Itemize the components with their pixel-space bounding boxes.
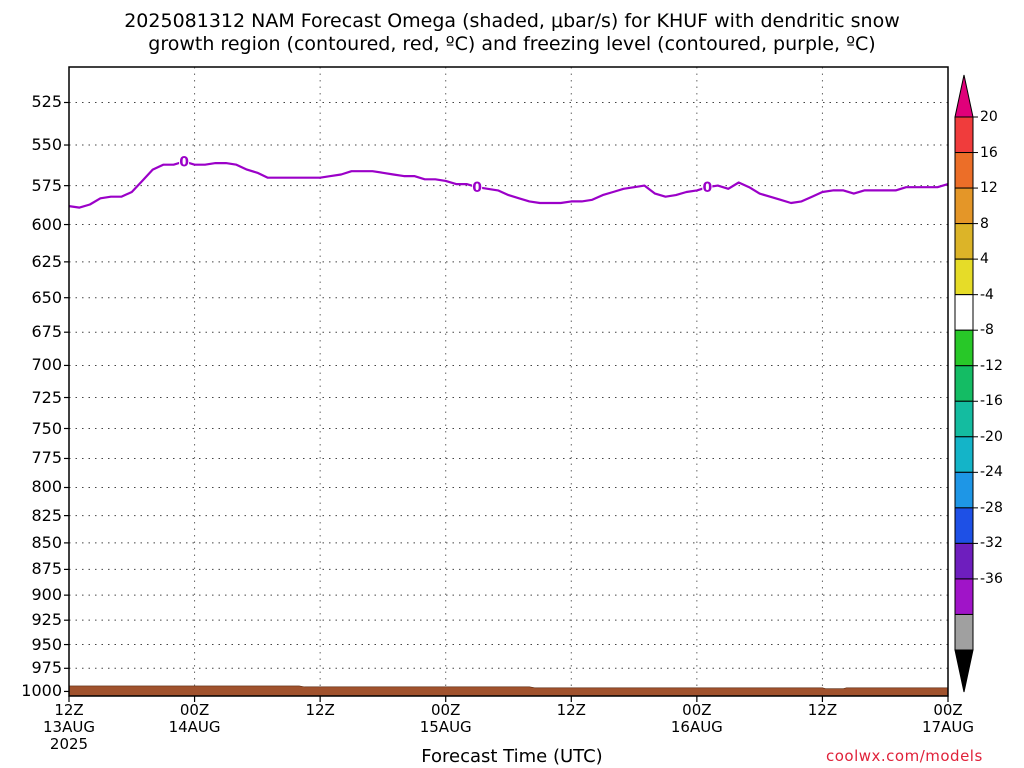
- x-tick-date: 16AUG: [670, 718, 723, 736]
- colorbar-box: [954, 294, 974, 331]
- gridlines: [68, 67, 949, 696]
- y-tick-label: 1000: [21, 681, 62, 701]
- chart-title-line-2: growth region (contoured, red, ºC) and f…: [148, 33, 876, 55]
- x-tick-date: 14AUG: [168, 718, 221, 736]
- y-tick-label: 625: [31, 251, 62, 271]
- colorbar-label: 16: [980, 144, 998, 161]
- colorbar-box: [954, 400, 974, 438]
- contour-label: 0: [472, 180, 482, 196]
- x-tick-label: 12Z: [556, 701, 586, 719]
- y-tick-label: 875: [31, 559, 62, 579]
- contour-label-bg: [702, 180, 713, 195]
- colorbar-label: -28: [980, 499, 1003, 516]
- colorbar-box: [954, 436, 974, 473]
- x-axis-title: Forecast Time (UTC): [421, 746, 603, 767]
- colorbar-box: [954, 507, 974, 544]
- x-tick-date: 15AUG: [419, 718, 472, 736]
- colorbar-box: [954, 613, 974, 651]
- y-tick-label: 600: [31, 214, 62, 234]
- y-tick-label: 850: [31, 532, 62, 552]
- y-tick-label: 900: [31, 585, 62, 605]
- x-tick-label: 00Z: [179, 701, 210, 719]
- x-tick-label: 00Z: [431, 701, 461, 719]
- colorbar-box: [954, 187, 974, 225]
- colorbar-box: [954, 258, 974, 296]
- colorbar-box: [954, 152, 974, 189]
- x-tick-label: 12Z: [305, 701, 335, 719]
- colorbar-label: -24: [980, 464, 1003, 481]
- freezing-level-series: 0 0 0: [68, 154, 949, 209]
- colorbar-box: [954, 365, 974, 402]
- colorbar-box: [954, 542, 974, 580]
- y-tick-label: 950: [31, 634, 62, 654]
- x-tick-label: 12Z: [54, 701, 84, 719]
- y-tick-label: 750: [31, 418, 62, 438]
- colorbar-label: -16: [980, 393, 1003, 410]
- colorbar-label: -20: [980, 428, 1003, 445]
- x-tick-label: 00Z: [682, 701, 712, 719]
- y-tick-label: 825: [31, 505, 62, 525]
- contour-label-bg: [179, 154, 190, 169]
- y-tick-label: 550: [31, 135, 62, 155]
- colorbar-label: -36: [980, 570, 1003, 587]
- x-tick-year: 2025: [49, 735, 89, 753]
- x-tick-label: 12Z: [807, 701, 838, 719]
- y-tick-label: 725: [31, 387, 62, 407]
- y-tick-label: 925: [31, 610, 62, 630]
- plot-frame: [64, 66, 949, 702]
- plot-border: [68, 66, 949, 697]
- contour-label: 0: [179, 154, 189, 170]
- colorbar-box: [954, 578, 974, 615]
- y-tick-label: 975: [31, 658, 62, 678]
- colorbar-box: [954, 116, 974, 154]
- colorbar-label: 20: [980, 109, 998, 125]
- freezing-level-line: [68, 160, 949, 209]
- terrain-area: [68, 685, 949, 697]
- colorbar-label: 8: [980, 215, 989, 232]
- colorbar-label: 12: [980, 180, 998, 197]
- contour-label-bg: [472, 180, 483, 195]
- colorbar-label: -32: [980, 535, 1003, 552]
- colorbar-label: -12: [980, 357, 1003, 374]
- colorbar-box: [954, 471, 974, 509]
- terrain-fill: [68, 685, 949, 697]
- x-tick-label: 00Z: [933, 701, 963, 719]
- colorbar-box: [954, 329, 974, 367]
- x-tick-date: 17AUG: [922, 718, 974, 736]
- colorbar-bottom-arrow: [954, 649, 974, 693]
- colorbar-top-arrow: [954, 74, 974, 118]
- y-tick-label: 575: [31, 175, 62, 195]
- x-tick-date: 13AUG: [43, 718, 95, 736]
- y-tick-label: 675: [31, 322, 62, 342]
- y-tick-label: 800: [31, 477, 62, 497]
- y-tick-label: 775: [31, 448, 62, 468]
- y-tick-label: 650: [31, 287, 62, 307]
- colorbar-box: [954, 223, 974, 260]
- omega-colorbar: [954, 74, 978, 693]
- chart-title-line-1: 2025081312 NAM Forecast Omega (shaded, μ…: [124, 10, 900, 32]
- source-credit: coolwx.com/models: [826, 747, 983, 765]
- y-tick-label: 525: [31, 92, 62, 112]
- y-tick-label: 700: [31, 355, 62, 375]
- colorbar-label: 4: [980, 251, 989, 268]
- colorbar-label: -8: [980, 322, 994, 339]
- contour-label: 0: [702, 180, 712, 196]
- colorbar-label: -4: [980, 286, 994, 303]
